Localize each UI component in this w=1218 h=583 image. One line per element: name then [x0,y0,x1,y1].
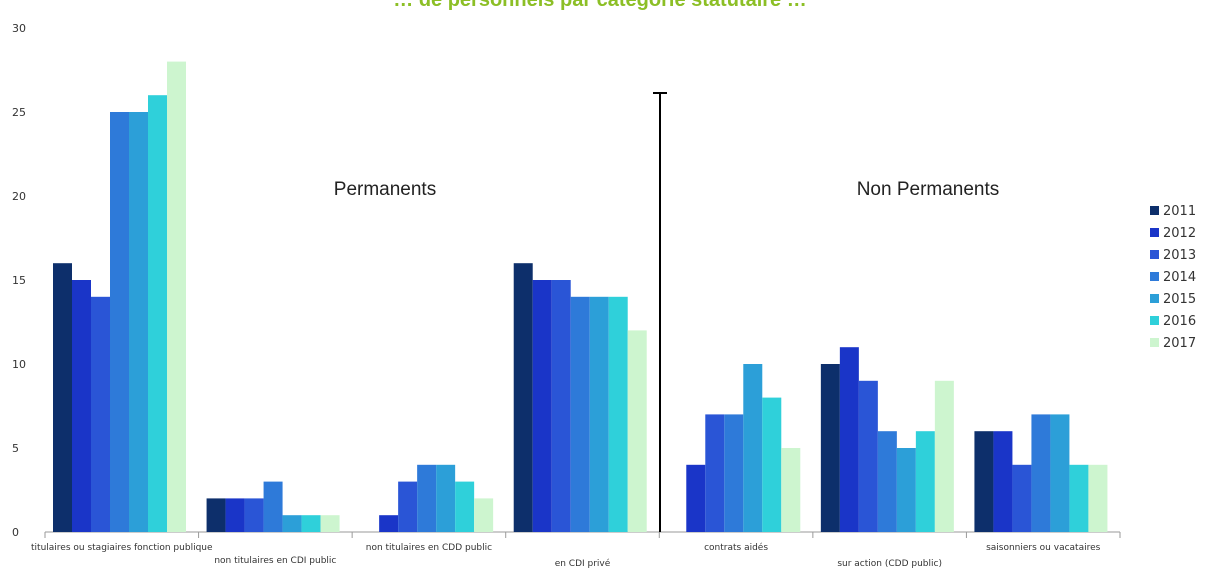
bar-2016-cat5 [915,431,935,532]
category-label: saisonniers ou vacataires [986,543,1101,553]
bar-2012-cat5 [839,347,859,532]
bars-group [53,61,1108,532]
bar-2014-cat2 [417,464,437,532]
legend-label-2012: 2012 [1163,226,1196,241]
legend-swatch-2017 [1150,338,1159,347]
y-tick-label: 20 [12,190,26,203]
bar-2017-cat2 [474,498,494,532]
legend-label-2013: 2013 [1163,248,1196,263]
bar-2016-cat6 [1069,464,1089,532]
legend-label-2014: 2014 [1163,270,1196,285]
bar-2015-cat6 [1050,414,1070,532]
bar-2012-cat3 [532,280,552,532]
category-label: non titulaires en CDD public [366,543,492,553]
legend-label-2015: 2015 [1163,292,1196,307]
bar-2011-cat0 [53,263,72,532]
bar-2015-cat1 [282,515,302,532]
legend-swatch-2016 [1150,316,1159,325]
bar-2011-cat3 [513,263,533,532]
bar-2014-cat4 [724,414,744,532]
bar-2013-cat3 [551,280,571,532]
bar-2012-cat4 [686,464,706,532]
bar-2011-cat1 [206,498,226,532]
legend-swatch-2014 [1150,272,1159,281]
category-label: contrats aidés [704,542,768,553]
bar-2015-cat2 [436,464,456,532]
bar-2015-cat0 [129,112,148,532]
bar-2015-cat5 [896,448,916,532]
bar-2016-cat4 [762,397,782,532]
legend-swatch-2015 [1150,294,1159,303]
non-permanents-label: Non Permanents [857,179,1000,200]
category-label: en CDI privé [555,558,611,569]
bar-2013-cat0 [91,296,110,532]
bar-2012-cat2 [379,515,399,532]
y-tick-label: 5 [12,442,19,455]
y-tick-label: 15 [12,274,26,287]
permanents-label: Permanents [334,179,436,200]
y-tick-label: 30 [12,22,26,35]
legend-label-2016: 2016 [1163,314,1196,329]
bar-2017-cat1 [320,515,340,532]
bar-2017-cat6 [1088,464,1108,532]
bar-2017-cat3 [627,330,647,532]
bar-2013-cat2 [398,481,418,532]
bar-2017-cat5 [934,380,954,532]
bar-2013-cat4 [705,414,725,532]
bar-2011-cat6 [974,431,994,532]
y-axis: 0 5 10 15 20 25 30 [12,22,26,539]
category-label: sur action (CDD public) [837,559,942,569]
bar-2011-cat5 [820,364,840,532]
bar-2014-cat6 [1031,414,1051,532]
bar-2013-cat6 [1012,464,1032,532]
bar-2016-cat3 [608,296,628,532]
bar-2013-cat1 [244,498,264,532]
category-label: titulaires ou stagiaires fonction publiq… [31,543,213,553]
bar-2016-cat0 [148,95,167,532]
y-tick-label: 10 [12,358,26,371]
bar-2014-cat5 [877,431,897,532]
bar-2016-cat2 [455,481,475,532]
legend-label-2017: 2017 [1163,336,1196,351]
bar-2015-cat4 [743,364,763,532]
bar-2015-cat3 [589,296,609,532]
x-axis-labels: titulaires ou stagiaires fonction publiq… [31,532,1121,569]
legend: 2011 2012 2013 2014 2015 2016 2017 [1150,204,1196,351]
bar-2017-cat0 [167,61,186,532]
bar-2012-cat1 [225,498,245,532]
bar-2017-cat4 [781,448,801,532]
y-tick-label: 25 [12,106,26,119]
bar-2016-cat1 [301,515,321,532]
legend-swatch-2013 [1150,250,1159,259]
chart-title: … de personnels par catégorie statutaire… [393,0,806,11]
bar-2013-cat5 [858,380,878,532]
bar-2014-cat3 [570,296,590,532]
bar-2014-cat1 [263,481,283,532]
legend-swatch-2012 [1150,228,1159,237]
y-tick-label: 0 [12,526,19,539]
category-label: non titulaires en CDI public [214,556,336,566]
bar-2012-cat6 [993,431,1013,532]
legend-label-2011: 2011 [1163,204,1196,219]
bar-2012-cat0 [72,280,91,532]
legend-swatch-2011 [1150,206,1159,215]
bar-2014-cat0 [110,112,129,532]
